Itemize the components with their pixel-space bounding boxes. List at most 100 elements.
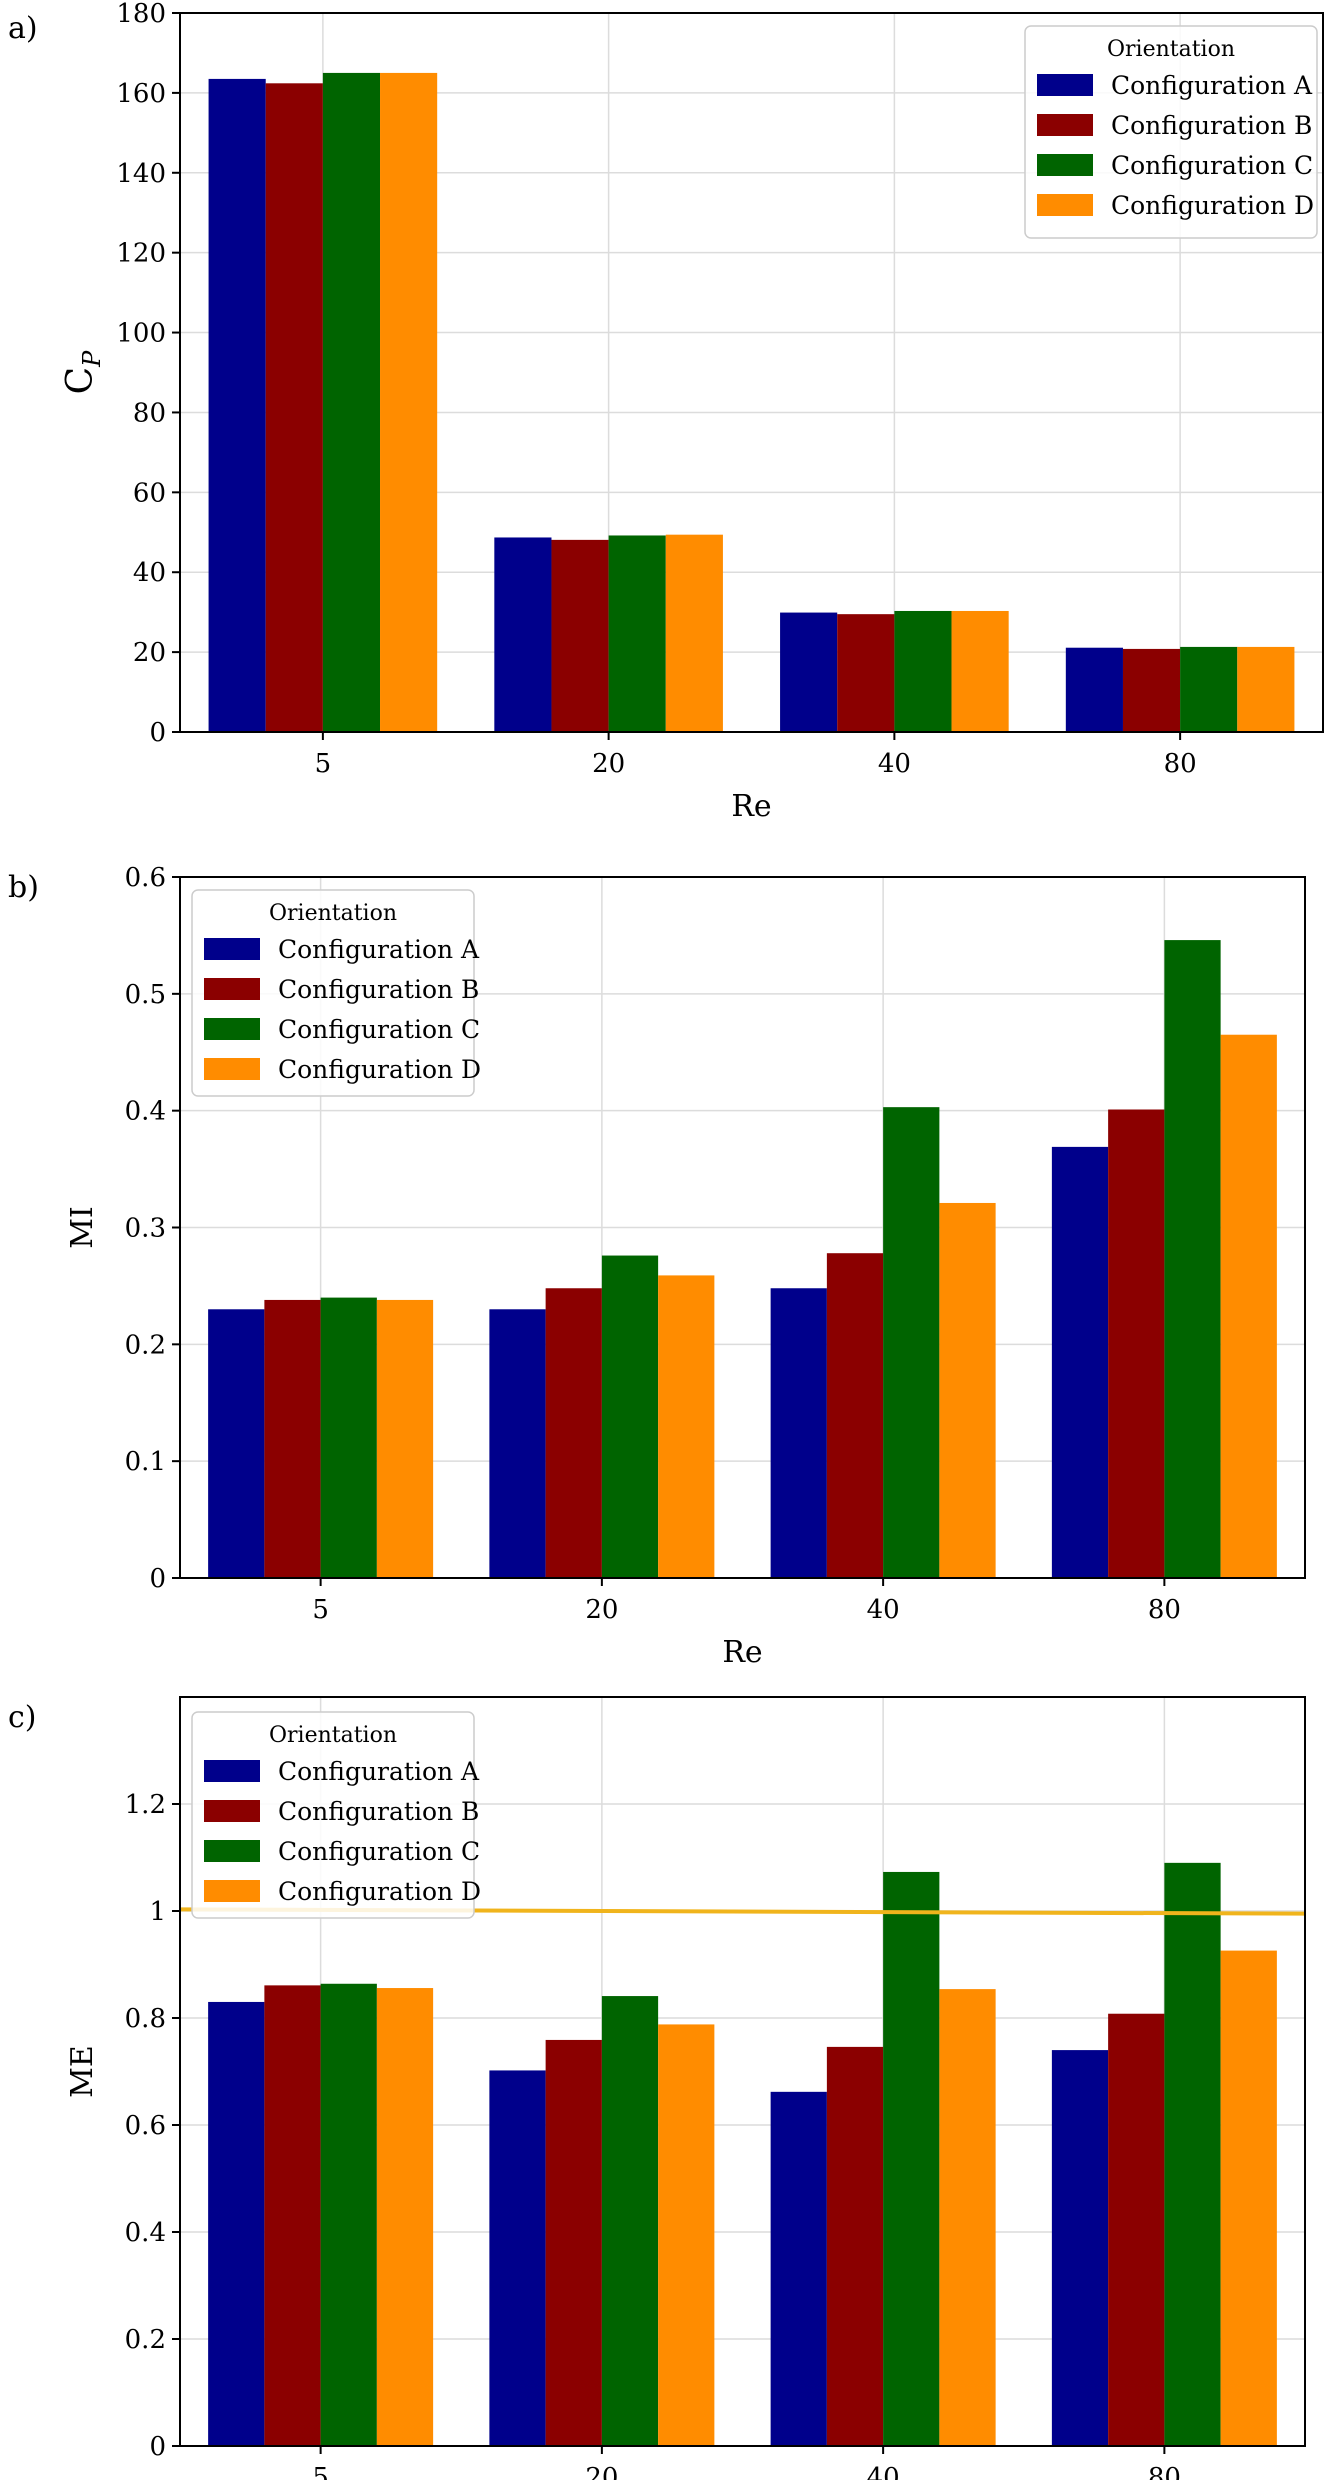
y-axis-title-subscript: P <box>78 350 106 368</box>
bar-configuration-c-80 <box>1164 940 1221 1578</box>
legend-label: Configuration D <box>1111 191 1314 220</box>
legend-label: Configuration B <box>1111 111 1312 140</box>
bar-configuration-b-40 <box>826 1253 884 1578</box>
y-axis-title-main: C <box>60 367 101 395</box>
bar-configuration-c-80 <box>1180 646 1238 732</box>
chart-panel-2: 0 0.1 0.2 0.3 0.4 0.5 0.6 5 20 40 80 Re MI b) Orientat… <box>8 863 1306 1670</box>
bar-configuration-c-20 <box>601 1996 659 2446</box>
bar-configuration-a-20 <box>494 537 552 732</box>
y-tick-label: 80 <box>133 398 166 428</box>
y-tick-label: 0.3 <box>125 1214 166 1244</box>
y-tick-label: 0.1 <box>125 1447 166 1477</box>
bar-configuration-a-80 <box>1051 2050 1109 2446</box>
bar-configuration-d-40 <box>939 1989 996 2446</box>
bar-configuration-c-5 <box>320 1983 377 2446</box>
bar-configuration-a-5 <box>208 78 266 733</box>
bar-configuration-c-20 <box>608 535 666 732</box>
bar-configuration-b-80 <box>1122 648 1181 732</box>
y-axis-title-main: MI <box>65 1206 100 1249</box>
x-axis-title: Re <box>731 789 771 824</box>
y-axis-title: CP <box>60 350 106 395</box>
legend: Orientation Configuration A Configuration … <box>1024 25 1318 239</box>
legend-label: Configuration C <box>278 1837 480 1866</box>
y-tick-label: 0.8 <box>125 2004 166 2034</box>
bar-configuration-a-20 <box>489 1309 546 1578</box>
y-tick-label: 1 <box>149 1897 166 1927</box>
bar-configuration-a-5 <box>208 2001 265 2446</box>
bar-configuration-c-40 <box>883 1871 940 2446</box>
bar-configuration-d-40 <box>951 610 1009 732</box>
legend-box <box>1024 25 1318 239</box>
plot-frame <box>179 12 1324 733</box>
panel-label: b) <box>8 870 39 905</box>
legend-label: Configuration A <box>278 935 480 964</box>
bar-configuration-a-80 <box>1051 1146 1109 1578</box>
legend-box <box>191 1711 475 1919</box>
y-tick-label: 0.2 <box>125 1330 166 1360</box>
y-tick-label: 0 <box>149 718 166 748</box>
bar-configuration-d-20 <box>658 1275 715 1578</box>
bar-configuration-d-40 <box>939 1202 996 1578</box>
y-tick-label: 100 <box>116 319 166 349</box>
bar-configuration-d-80 <box>1220 1950 1277 2446</box>
bar-configuration-c-5 <box>322 72 381 732</box>
bar-configuration-a-40 <box>770 2091 827 2446</box>
y-tick-label: 0.5 <box>125 980 166 1010</box>
legend-title: Orientation <box>269 1723 397 1748</box>
x-tick-label: 80 <box>1148 1595 1181 1625</box>
bar-configuration-a-40 <box>780 612 838 732</box>
y-tick-label: 0.4 <box>125 2218 166 2248</box>
panel-label: c) <box>8 1700 37 1735</box>
legend-swatch <box>204 1760 260 1782</box>
legend-label: Configuration C <box>278 1015 480 1044</box>
legend-swatch <box>1037 114 1093 136</box>
y-tick-label: 0.6 <box>125 2111 166 2141</box>
y-axis-title: ME <box>65 2045 100 2098</box>
legend: Orientation Configuration A Configuration … <box>191 1711 481 1919</box>
bar-configuration-c-20 <box>601 1255 659 1578</box>
bar-configuration-d-5 <box>376 1988 434 2446</box>
bar-configuration-b-5 <box>265 83 323 732</box>
chart-panel-3: 00.20.40.60.811.25204080ReMEc)Orientatio… <box>8 1696 1306 2480</box>
bar-configuration-b-20 <box>545 2039 602 2446</box>
legend-swatch <box>1037 74 1093 96</box>
legend-label: Configuration D <box>278 1055 481 1084</box>
legend-swatch <box>204 1018 260 1040</box>
y-axis-title-main: ME <box>65 2045 100 2098</box>
legend-swatch <box>204 1058 260 1080</box>
bar-configuration-d-80 <box>1220 1034 1277 1578</box>
y-tick-label: 0.2 <box>125 2325 166 2355</box>
bar-configuration-d-80 <box>1237 646 1295 732</box>
x-tick-label: 5 <box>312 2463 329 2480</box>
y-tick-label: 180 <box>116 0 166 29</box>
legend-swatch <box>1037 154 1093 176</box>
x-tick-label: 20 <box>585 1595 618 1625</box>
bar-configuration-c-40 <box>883 1107 940 1578</box>
y-tick-label: 0 <box>149 1564 166 1594</box>
y-tick-label: 0.6 <box>125 863 166 893</box>
legend-swatch <box>1037 194 1093 216</box>
bar-configuration-c-40 <box>894 610 952 732</box>
bar-configuration-b-20 <box>551 539 609 732</box>
x-tick-label: 80 <box>1148 2463 1181 2480</box>
bar-configuration-d-20 <box>658 2024 715 2446</box>
x-tick-label: 20 <box>592 749 625 779</box>
legend-swatch <box>204 1880 260 1902</box>
x-tick-label: 80 <box>1164 749 1197 779</box>
x-tick-label: 5 <box>315 749 332 779</box>
legend-label: Configuration B <box>278 1797 479 1826</box>
y-tick-label: 120 <box>116 239 166 269</box>
bar-configuration-a-20 <box>489 2070 546 2446</box>
x-tick-label: 40 <box>867 2463 900 2480</box>
bar-configuration-b-40 <box>837 614 895 732</box>
legend-label: Configuration A <box>278 1757 480 1786</box>
x-tick-label: 5 <box>312 1595 329 1625</box>
y-tick-label: 20 <box>133 638 166 668</box>
bar-configuration-b-5 <box>264 1299 321 1578</box>
y-axis-title: MI <box>65 1206 100 1249</box>
legend-swatch <box>204 1840 260 1862</box>
bar-configuration-a-80 <box>1065 647 1123 732</box>
y-tick-label: 60 <box>133 478 166 508</box>
